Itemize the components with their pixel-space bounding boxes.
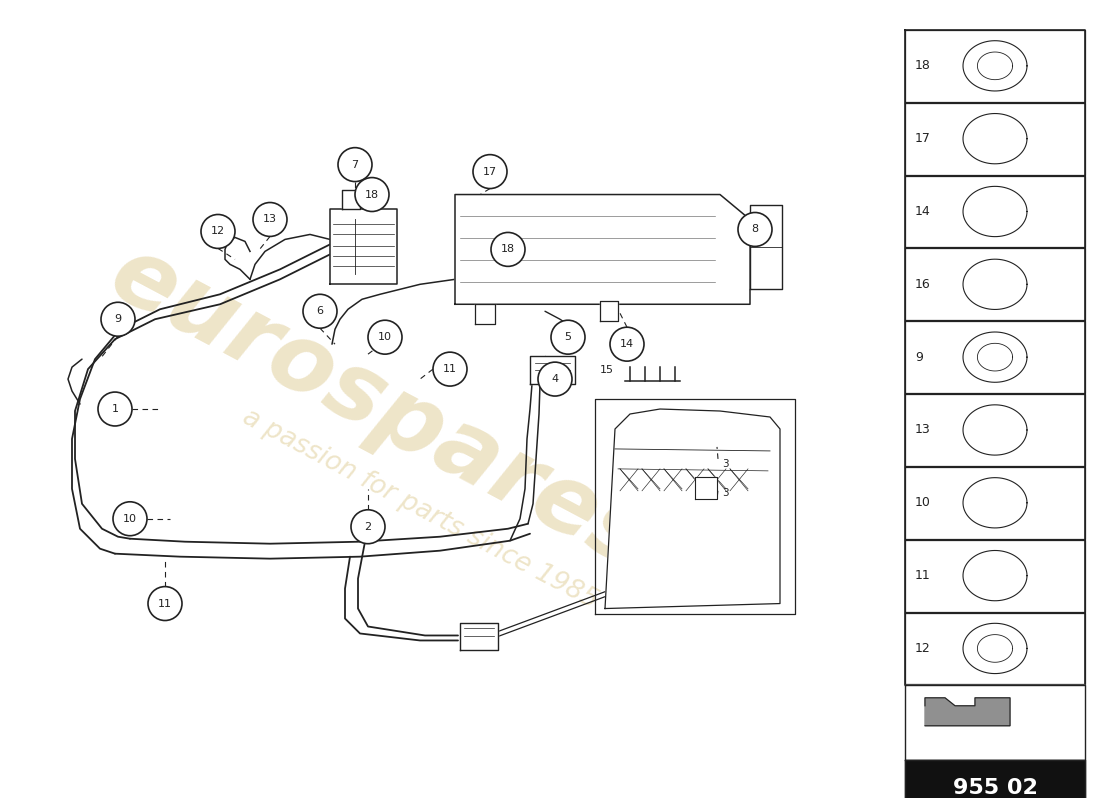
- Text: 9: 9: [114, 314, 122, 324]
- Text: 3: 3: [722, 488, 728, 498]
- Text: a passion for parts since 1985: a passion for parts since 1985: [238, 404, 602, 614]
- Text: 18: 18: [365, 190, 380, 199]
- Circle shape: [551, 320, 585, 354]
- Text: 11: 11: [915, 569, 931, 582]
- Text: 10: 10: [378, 332, 392, 342]
- Text: 3: 3: [722, 459, 728, 469]
- Polygon shape: [455, 194, 750, 304]
- Circle shape: [253, 202, 287, 237]
- Text: 13: 13: [263, 214, 277, 225]
- Circle shape: [201, 214, 235, 249]
- Polygon shape: [342, 190, 360, 210]
- Polygon shape: [460, 622, 498, 650]
- Circle shape: [351, 510, 385, 544]
- Text: 1: 1: [111, 404, 119, 414]
- Text: 9: 9: [915, 350, 923, 364]
- Text: 12: 12: [915, 642, 931, 655]
- Text: 14: 14: [915, 205, 931, 218]
- Text: 15: 15: [600, 365, 614, 375]
- Circle shape: [302, 294, 337, 328]
- Text: 6: 6: [317, 306, 323, 316]
- Circle shape: [433, 352, 468, 386]
- Polygon shape: [905, 686, 1085, 760]
- Text: eurospares: eurospares: [95, 228, 666, 590]
- Text: 8: 8: [751, 225, 759, 234]
- Text: 4: 4: [551, 374, 559, 384]
- Text: 13: 13: [915, 423, 931, 437]
- Text: 16: 16: [915, 278, 931, 291]
- Circle shape: [738, 213, 772, 246]
- Polygon shape: [600, 302, 618, 322]
- Circle shape: [491, 233, 525, 266]
- Circle shape: [113, 502, 147, 536]
- Text: 10: 10: [123, 514, 138, 524]
- Text: 17: 17: [483, 166, 497, 177]
- Polygon shape: [905, 760, 1085, 800]
- Polygon shape: [750, 205, 782, 290]
- Polygon shape: [925, 698, 1010, 726]
- Text: 18: 18: [915, 59, 931, 72]
- Text: 11: 11: [443, 364, 456, 374]
- Text: 18: 18: [500, 245, 515, 254]
- Circle shape: [338, 148, 372, 182]
- Polygon shape: [695, 477, 717, 499]
- Circle shape: [101, 302, 135, 336]
- Text: 10: 10: [915, 496, 931, 510]
- Text: 7: 7: [351, 160, 359, 170]
- Circle shape: [148, 586, 182, 621]
- Text: 5: 5: [564, 332, 572, 342]
- Circle shape: [368, 320, 402, 354]
- Text: 12: 12: [211, 226, 226, 237]
- Circle shape: [610, 327, 643, 361]
- Circle shape: [355, 178, 389, 211]
- Circle shape: [98, 392, 132, 426]
- Polygon shape: [530, 356, 575, 384]
- Text: 11: 11: [158, 598, 172, 609]
- Polygon shape: [330, 210, 397, 284]
- Polygon shape: [605, 409, 780, 609]
- Text: 2: 2: [364, 522, 372, 532]
- Text: 17: 17: [915, 132, 931, 145]
- Text: 955 02: 955 02: [953, 778, 1037, 798]
- Circle shape: [473, 154, 507, 189]
- Text: 14: 14: [620, 339, 634, 349]
- Circle shape: [538, 362, 572, 396]
- Polygon shape: [475, 304, 495, 324]
